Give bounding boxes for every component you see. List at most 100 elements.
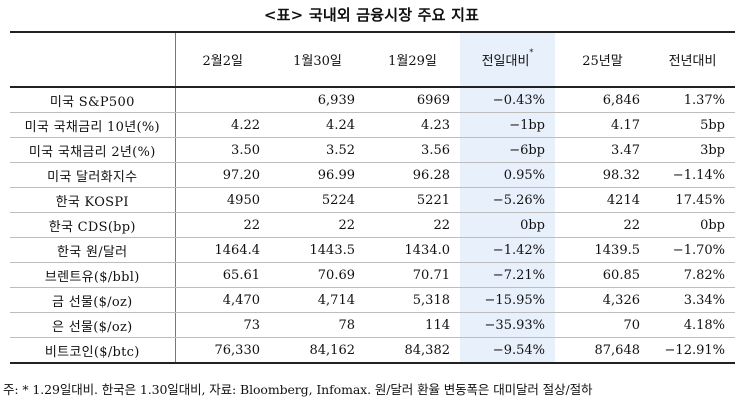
value-jan30: 84,162 [270,337,365,364]
value-year-change: 0bp [650,212,735,238]
table-title: <표> 국내외 금융시장 주요 지표 [263,6,480,24]
table-body: 미국 S&P500 6,939 6969 −0.43% 6,846 1.37% 미국 국채금… [10,87,735,364]
value-feb2 [175,87,270,113]
value-day-change: −1.42% [460,237,555,263]
value-end-2025: 70 [555,312,650,338]
header-feb2: 2월2일 [175,31,270,88]
value-feb2: 73 [175,312,270,338]
value-feb2: 3.50 [175,137,270,163]
footnote-mark: * [529,48,534,57]
value-jan30: 22 [270,212,365,238]
header-end-2025: 25년말 [555,31,650,88]
value-jan30: 96.99 [270,162,365,188]
value-year-change: 3bp [650,137,735,163]
value-year-change: 3.34% [650,287,735,313]
row-label: 금 선물($/oz) [10,287,176,313]
value-end-2025: 1439.5 [555,237,650,263]
value-end-2025: 4214 [555,187,650,213]
value-year-change: 7.82% [650,262,735,288]
value-jan29: 114 [365,312,460,338]
value-jan29: 84,382 [365,337,460,364]
value-end-2025: 4,326 [555,287,650,313]
value-jan29: 4.23 [365,112,460,138]
value-jan30: 4,714 [270,287,365,313]
row-label: 한국 CDS(bp) [10,212,176,238]
row-label: 은 선물($/oz) [10,312,176,338]
table-row: 미국 달러화지수 97.20 96.99 96.28 0.95% 98.32 −1.14% [10,162,735,188]
value-day-change: 0.95% [460,162,555,188]
value-jan29: 96.28 [365,162,460,188]
footnote: 주: * 1.29일대비. 한국은 1.30일대비, 자료: Bloomberg… [3,382,593,397]
value-feb2: 22 [175,212,270,238]
value-day-change: −7.21% [460,262,555,288]
table-row: 금 선물($/oz) 4,470 4,714 5,318 −15.95% 4,326 3.3… [10,287,735,313]
value-day-change: 0bp [460,212,555,238]
value-year-change: 4.18% [650,312,735,338]
value-jan29: 22 [365,212,460,238]
value-feb2: 4,470 [175,287,270,313]
table-row: 은 선물($/oz) 73 78 114 −35.93% 70 4.18% [10,312,735,338]
value-end-2025: 3.47 [555,137,650,163]
value-end-2025: 4.17 [555,112,650,138]
value-end-2025: 60.85 [555,262,650,288]
header-day-change-label: 전일대비 [481,54,530,69]
table-row: 미국 국채금리 10년(%) 4.22 4.24 4.23 −1bp 4.17 5bp [10,112,735,138]
value-jan30: 5224 [270,187,365,213]
value-end-2025: 98.32 [555,162,650,188]
value-jan30: 70.69 [270,262,365,288]
value-feb2: 1464.4 [175,237,270,263]
row-label: 브렌트유($/bbl) [10,262,176,288]
value-jan29: 70.71 [365,262,460,288]
header-row: 2월2일 1월30일 1월29일 전일대비* 25년말 전년대비 [10,31,735,88]
row-label: 한국 KOSPI [10,187,176,213]
header-year-change: 전년대비 [650,31,735,88]
value-jan29: 6969 [365,87,460,113]
value-jan30: 78 [270,312,365,338]
value-year-change: 17.45% [650,187,735,213]
value-year-change: 5bp [650,112,735,138]
value-end-2025: 87,648 [555,337,650,364]
table-row: 비트코인($/btc) 76,330 84,162 84,382 −9.54% 87,64… [10,337,735,364]
value-year-change: −12.91% [650,337,735,364]
value-jan29: 1434.0 [365,237,460,263]
value-day-change: −0.43% [460,87,555,113]
row-label: 미국 S&P500 [10,87,176,113]
table-row: 미국 국채금리 2년(%) 3.50 3.52 3.56 −6bp 3.47 3bp [10,137,735,163]
table-row: 한국 KOSPI 4950 5224 5221 −5.26% 4214 17.45% [10,187,735,213]
value-jan30: 6,939 [270,87,365,113]
market-indicators-table: 2월2일 1월30일 1월29일 전일대비* 25년말 전년대비 미국 S&P5… [10,31,735,364]
row-label: 비트코인($/btc) [10,337,176,364]
value-feb2: 76,330 [175,337,270,364]
value-day-change: −5.26% [460,187,555,213]
value-year-change: −1.14% [650,162,735,188]
header-jan30: 1월30일 [270,31,365,88]
value-jan29: 5,318 [365,287,460,313]
row-label: 한국 원/달러 [10,237,176,263]
table-row: 브렌트유($/bbl) 65.61 70.69 70.71 −7.21% 60.85 7.8… [10,262,735,288]
row-label: 미국 국채금리 2년(%) [10,137,176,163]
row-label: 미국 국채금리 10년(%) [10,112,176,138]
value-day-change: −1bp [460,112,555,138]
value-feb2: 97.20 [175,162,270,188]
value-feb2: 65.61 [175,262,270,288]
value-day-change: −15.95% [460,287,555,313]
value-day-change: −9.54% [460,337,555,364]
table-row: 한국 원/달러 1464.4 1443.5 1434.0 −1.42% 1439.5 −1.… [10,237,735,263]
value-jan30: 3.52 [270,137,365,163]
value-year-change: −1.70% [650,237,735,263]
value-day-change: −6bp [460,137,555,163]
value-jan30: 4.24 [270,112,365,138]
table-row: 한국 CDS(bp) 22 22 22 0bp 22 0bp [10,212,735,238]
value-day-change: −35.93% [460,312,555,338]
value-end-2025: 22 [555,212,650,238]
header-jan29: 1월29일 [365,31,460,88]
value-jan30: 1443.5 [270,237,365,263]
value-jan29: 3.56 [365,137,460,163]
value-feb2: 4950 [175,187,270,213]
value-jan29: 5221 [365,187,460,213]
value-feb2: 4.22 [175,112,270,138]
row-label: 미국 달러화지수 [10,162,176,188]
table-row: 미국 S&P500 6,939 6969 −0.43% 6,846 1.37% [10,87,735,113]
header-day-change: 전일대비* [460,31,555,88]
